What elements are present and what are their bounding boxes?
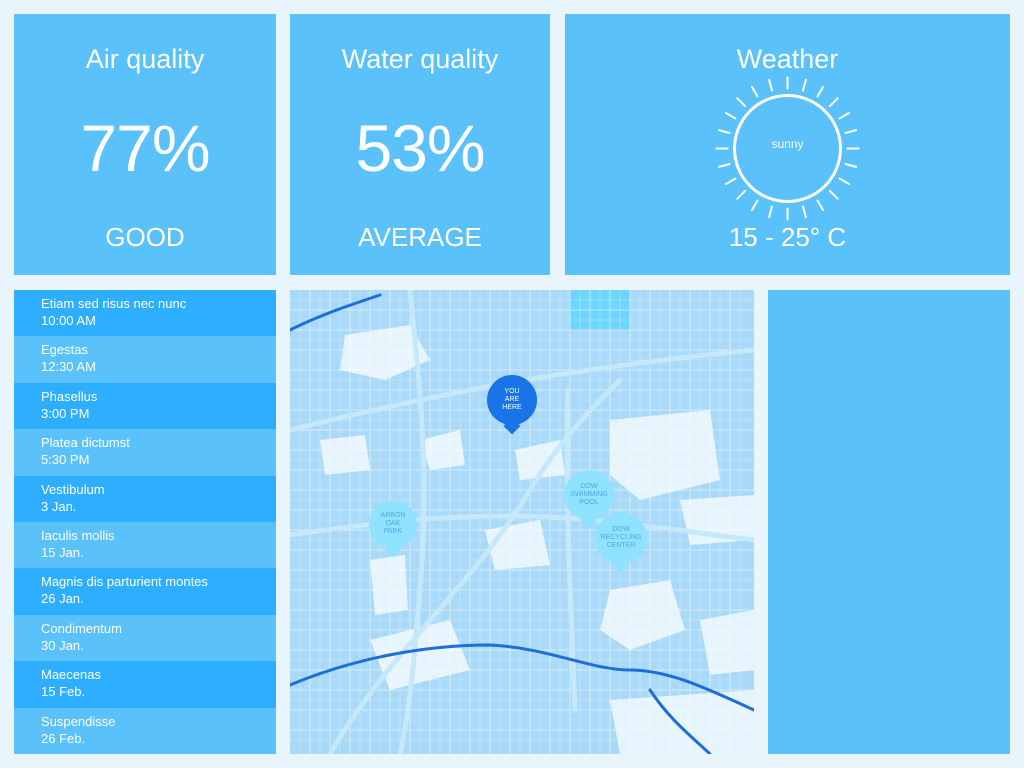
- sun-ray: [816, 199, 824, 211]
- event-title: Suspendisse: [41, 713, 116, 729]
- sun-ray: [736, 97, 747, 108]
- sun-ray: [844, 129, 858, 134]
- event-title: Maecenas: [41, 667, 101, 683]
- list-item[interactable]: Platea dictumst 5:30 PM: [14, 429, 276, 476]
- sun-ray: [768, 205, 773, 219]
- list-item[interactable]: Egestas 12:30 AM: [14, 336, 276, 383]
- list-item[interactable]: Vestibulum 3 Jan.: [14, 475, 276, 522]
- map-marker-dow-recycling-center[interactable]: DOW RECYCLING CENTER: [595, 512, 647, 574]
- marker-bubble: DOW RECYCLING CENTER: [595, 512, 647, 564]
- air-quality-status: GOOD: [105, 222, 185, 252]
- event-time: 5:30 PM: [41, 452, 90, 468]
- marker-label-line: POOL: [579, 499, 599, 506]
- sun-ray: [838, 177, 850, 185]
- sun-ray: [838, 112, 850, 120]
- marker-bubble: YOU ARE HERE: [487, 375, 537, 425]
- marker-label-line: YOU: [504, 388, 520, 395]
- event-time: 10:00 AM: [41, 313, 96, 328]
- sun-ray: [725, 177, 737, 185]
- event-title: Platea dictumst: [41, 435, 130, 451]
- sun-ray: [717, 163, 731, 168]
- marker-label-line: SWIMMING: [570, 491, 608, 498]
- weather-condition: sunny: [771, 137, 804, 151]
- marker-label-line: OAK: [385, 520, 401, 527]
- marker-label-line: DOW: [580, 483, 598, 490]
- air-quality-title: Air quality: [85, 44, 205, 74]
- marker-bubble: DOW SWIMMING POOL: [564, 470, 614, 520]
- event-title: Iaculis mollis: [41, 527, 115, 543]
- info-panel: [768, 290, 1010, 754]
- sun-ray: [828, 189, 839, 200]
- sun-ray: [844, 163, 858, 168]
- water-quality-value: 53%: [355, 111, 485, 185]
- water-quality-card: Water quality 53% AVERAGE: [290, 14, 550, 275]
- marker-label-line: CENTER: [606, 542, 636, 549]
- list-item[interactable]: Etiam sed risus nec nunc 10:00 AM: [14, 290, 276, 337]
- list-item[interactable]: Magnis dis parturient montes 26 Jan.: [14, 568, 276, 615]
- water-quality-status: AVERAGE: [358, 222, 482, 252]
- event-title: Vestibulum: [41, 481, 105, 497]
- city-map[interactable]: YOU ARE HERE ARBON OAK PARK DOW SWIMMING…: [290, 290, 754, 754]
- event-time: 15 Feb.: [41, 684, 86, 700]
- list-item[interactable]: Suspendisse 26 Feb.: [14, 707, 276, 754]
- map-marker-dow-swimming-pool[interactable]: DOW SWIMMING POOL: [564, 470, 614, 530]
- sun-ray: [802, 78, 807, 92]
- map-background: [290, 290, 754, 754]
- air-quality-value: 77%: [80, 111, 210, 185]
- event-time: 12:30 AM: [41, 359, 96, 375]
- event-time: 26 Jan.: [41, 591, 84, 607]
- weather-title: Weather: [736, 44, 839, 74]
- list-item[interactable]: Iaculis mollis 15 Jan.: [14, 521, 276, 569]
- list-item[interactable]: Condimentum 30 Jan.: [14, 614, 276, 662]
- event-time: 30 Jan.: [41, 637, 84, 653]
- event-title: Magnis dis parturient montes: [41, 574, 208, 590]
- map-marker-arbon-oak-park[interactable]: ARBON OAK PARK: [369, 500, 417, 558]
- marker-label-line: ARE: [504, 396, 520, 403]
- event-title: Egestas: [41, 342, 88, 358]
- event-time: 3 Jan.: [41, 498, 77, 514]
- sun-ray: [751, 199, 759, 211]
- event-title: Etiam sed risus nec nunc: [41, 296, 187, 311]
- schedule-list: Etiam sed risus nec nunc 10:00 AM Egestas…: [14, 290, 276, 754]
- event-time: 15 Jan.: [41, 544, 84, 560]
- event-title: Phasellus: [41, 388, 98, 404]
- water-quality-title: Water quality: [341, 44, 499, 74]
- sun-ray: [736, 189, 747, 200]
- sun-ray: [725, 112, 737, 120]
- marker-label-line: RECYCLING: [600, 534, 642, 541]
- list-item[interactable]: Maecenas 15 Feb.: [14, 661, 276, 708]
- event-title: Condimentum: [41, 620, 122, 636]
- sun-icon: [715, 76, 860, 221]
- marker-label-line: ARBON: [380, 512, 406, 519]
- map-marker-you-are-here[interactable]: YOU ARE HERE: [487, 375, 537, 435]
- sun-ray: [768, 78, 773, 92]
- marker-label-line: DOW: [612, 526, 630, 533]
- weather-temperature-range: 15 - 25° C: [728, 222, 847, 252]
- weather-card: Weather sunny 15 - 25° C: [565, 14, 1010, 275]
- marker-label-line: HERE: [502, 404, 522, 411]
- sun-ray: [717, 129, 731, 134]
- event-time: 26 Feb.: [41, 730, 86, 746]
- air-quality-card: Air quality 77% GOOD: [14, 14, 276, 275]
- sun-ray: [816, 86, 824, 98]
- list-item[interactable]: Phasellus 3:00 PM: [14, 382, 276, 430]
- event-time: 3:00 PM: [41, 405, 90, 421]
- sun-ray: [802, 205, 807, 219]
- sun-ray: [751, 86, 759, 98]
- marker-label-line: PARK: [383, 528, 403, 535]
- marker-bubble: ARBON OAK PARK: [369, 500, 417, 548]
- sun-ray: [828, 97, 839, 108]
